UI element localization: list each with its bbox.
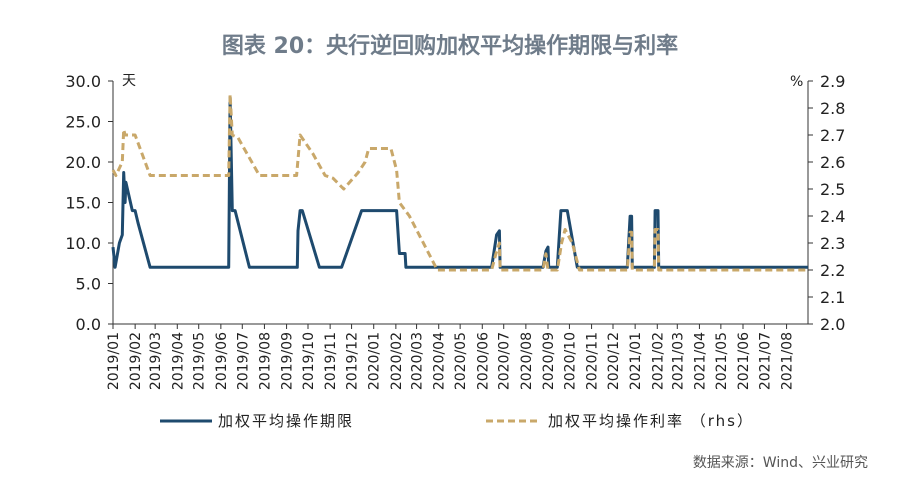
right-tick-label: 2.2 xyxy=(820,261,845,280)
x-tick-label: 2021/06 xyxy=(736,332,752,390)
x-tick-label: 2019/09 xyxy=(280,332,296,390)
right-tick-label: 2.1 xyxy=(820,288,845,307)
source-note: 数据来源：Wind、兴业研究 xyxy=(692,455,868,471)
chart-title: 图表 20：央行逆回购加权平均操作期限与利率 xyxy=(221,34,679,59)
x-tick-label: 2019/06 xyxy=(214,332,230,390)
right-tick-label: 2.9 xyxy=(820,72,845,91)
x-tick-label: 2020/07 xyxy=(497,332,513,390)
x-tick-label: 2020/12 xyxy=(606,332,622,390)
x-tick-label: 2019/05 xyxy=(192,332,208,390)
left-tick-label: 25.0 xyxy=(65,113,101,132)
right-tick-label: 2.5 xyxy=(820,180,845,199)
x-tick-label: 2019/10 xyxy=(301,332,317,390)
x-tick-label: 2021/01 xyxy=(628,332,644,390)
right-tick-label: 2.8 xyxy=(820,99,845,118)
right-tick-label: 2.0 xyxy=(820,315,845,334)
x-tick-label: 2021/08 xyxy=(780,332,796,390)
x-tick-label: 2019/04 xyxy=(170,332,186,390)
x-tick-label: 2019/02 xyxy=(128,332,144,390)
x-tick-label: 2021/03 xyxy=(670,332,686,390)
x-tick-label: 2019/07 xyxy=(235,332,251,390)
x-tick-label: 2021/02 xyxy=(650,332,666,390)
x-tick-label: 2021/04 xyxy=(692,332,708,390)
legend-label-rate: 加权平均操作利率 （rhs） xyxy=(548,412,754,430)
right-tick-label: 2.7 xyxy=(820,126,845,145)
left-tick-label: 15.0 xyxy=(65,194,101,213)
x-tick-label: 2019/11 xyxy=(323,332,339,390)
legend-label-tenor: 加权平均操作期限 xyxy=(218,412,355,430)
x-tick-label: 2020/08 xyxy=(519,332,535,390)
x-tick-label: 2020/01 xyxy=(367,332,383,390)
x-tick-label: 2020/05 xyxy=(453,332,469,390)
series-line-tenor xyxy=(111,95,808,269)
left-tick-label: 10.0 xyxy=(65,234,101,253)
left-tick-label: 20.0 xyxy=(65,153,101,172)
left-tick-label: 0.0 xyxy=(76,315,101,334)
x-tick-label: 2020/10 xyxy=(562,332,578,390)
x-tick-label: 2021/05 xyxy=(714,332,730,390)
right-tick-label: 2.3 xyxy=(820,234,845,253)
left-tick-label: 30.0 xyxy=(65,72,101,91)
x-tick-label: 2020/06 xyxy=(475,332,491,390)
x-tick-label: 2020/04 xyxy=(432,332,448,390)
x-tick-label: 2021/07 xyxy=(757,332,773,390)
right-tick-label: 2.6 xyxy=(820,153,845,172)
x-tick-label: 2020/09 xyxy=(541,332,557,390)
x-tick-label: 2019/08 xyxy=(257,332,273,390)
series-line-rate xyxy=(111,93,808,272)
x-tick-label: 2020/03 xyxy=(410,332,426,390)
x-tick-label: 2019/01 xyxy=(106,332,122,390)
x-tick-label: 2020/02 xyxy=(389,332,405,390)
x-tick-label: 2019/03 xyxy=(148,332,164,390)
left-tick-label: 5.0 xyxy=(76,275,101,294)
right-tick-label: 2.4 xyxy=(820,207,845,226)
x-tick-label: 2020/11 xyxy=(585,332,601,390)
right-axis-unit: % xyxy=(790,74,804,90)
x-tick-label: 2019/12 xyxy=(345,332,361,390)
left-axis-unit: 天 xyxy=(122,73,136,89)
